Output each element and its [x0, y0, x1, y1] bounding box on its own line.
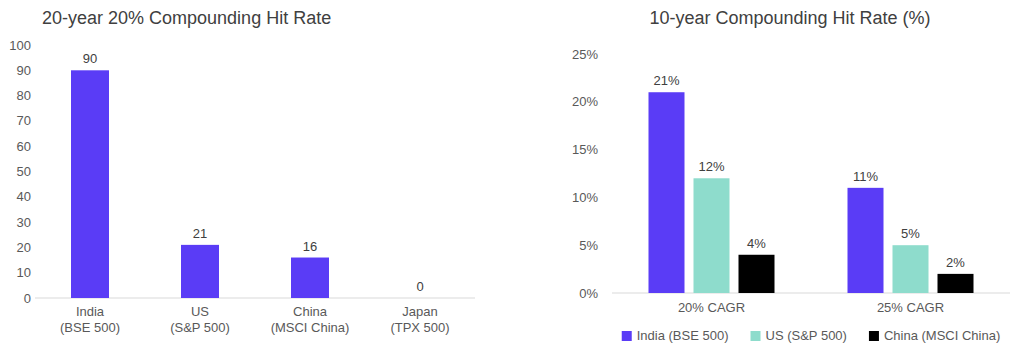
bars — [71, 70, 329, 298]
y-tick-label: 80 — [17, 88, 31, 103]
data-label: 21% — [653, 73, 679, 88]
legend: India (BSE 500) US (S&P 500) China (MSCI C… — [622, 328, 1001, 343]
bar — [291, 258, 329, 298]
bar — [893, 245, 929, 293]
legend-swatch — [751, 331, 761, 341]
data-label: 12% — [698, 159, 724, 174]
y-tick-label: 10 — [17, 265, 31, 280]
y-tick-label: 70 — [17, 113, 31, 128]
bar — [848, 188, 884, 293]
y-tick-label: 10% — [572, 190, 598, 205]
bar — [694, 178, 730, 293]
x-tick-label: 25% CAGR — [877, 300, 944, 315]
data-label: 21 — [193, 226, 207, 241]
data-label: 5% — [901, 226, 920, 241]
legend-label: India (BSE 500) — [637, 328, 729, 343]
x-tick-label: US(S&P 500) — [170, 304, 230, 335]
legend-item: China (MSCI China) — [869, 328, 1000, 343]
y-tick-label: 20 — [17, 240, 31, 255]
y-tick-label: 100 — [9, 38, 31, 53]
title: 10-year Compounding Hit Rate (%) — [649, 8, 930, 28]
data-label: 11% — [853, 169, 878, 184]
y-tick-label: 60 — [17, 139, 31, 154]
y-tick-label: 20% — [572, 94, 598, 109]
title: 20-year 20% Compounding Hit Rate — [42, 8, 331, 28]
x-tick-label: Japan(TPX 500) — [390, 304, 449, 335]
x-tick-label: 20% CAGR — [678, 300, 745, 315]
y-tick-label: 0% — [579, 286, 598, 301]
y-tick-label: 0 — [24, 291, 31, 306]
chart: 20-year 20% Compounding Hit Rate 0 10 20 30 4… — [9, 8, 475, 335]
bars — [649, 92, 974, 293]
x-tick-label: China(MSCI China) — [271, 304, 350, 335]
y-tick-label: 30 — [17, 215, 31, 230]
legend-swatch — [622, 331, 632, 341]
y-tick-label: 50 — [17, 164, 31, 179]
y-tick-label: 25% — [572, 47, 598, 62]
bar — [739, 255, 775, 293]
legend-item: India (BSE 500) — [622, 328, 729, 343]
bar — [649, 92, 685, 293]
y-tick-label: 90 — [17, 63, 31, 78]
data-label: 90 — [83, 51, 97, 66]
bar — [71, 70, 109, 298]
bar — [401, 298, 439, 299]
data-label: 0 — [416, 279, 423, 294]
legend-item: US (S&P 500) — [751, 328, 847, 343]
legend-label: China (MSCI China) — [884, 328, 1000, 343]
data-label: 4% — [747, 236, 766, 251]
bar — [938, 274, 974, 293]
legend-swatch — [869, 331, 879, 341]
x-tick-label: India(BSE 500) — [60, 304, 120, 335]
legend-label: US (S&P 500) — [766, 328, 847, 343]
data-label: 16 — [303, 239, 317, 254]
y-tick-label: 40 — [17, 189, 31, 204]
y-tick-label: 5% — [579, 238, 598, 253]
data-label: 2% — [946, 255, 965, 270]
y-tick-label: 15% — [572, 142, 598, 157]
chart: 10-year Compounding Hit Rate (%) 0% 5% 10% 1… — [572, 8, 1010, 343]
figure: 20-year 20% Compounding Hit Rate 0 10 20 30 4… — [0, 0, 1015, 362]
bar — [181, 245, 219, 298]
